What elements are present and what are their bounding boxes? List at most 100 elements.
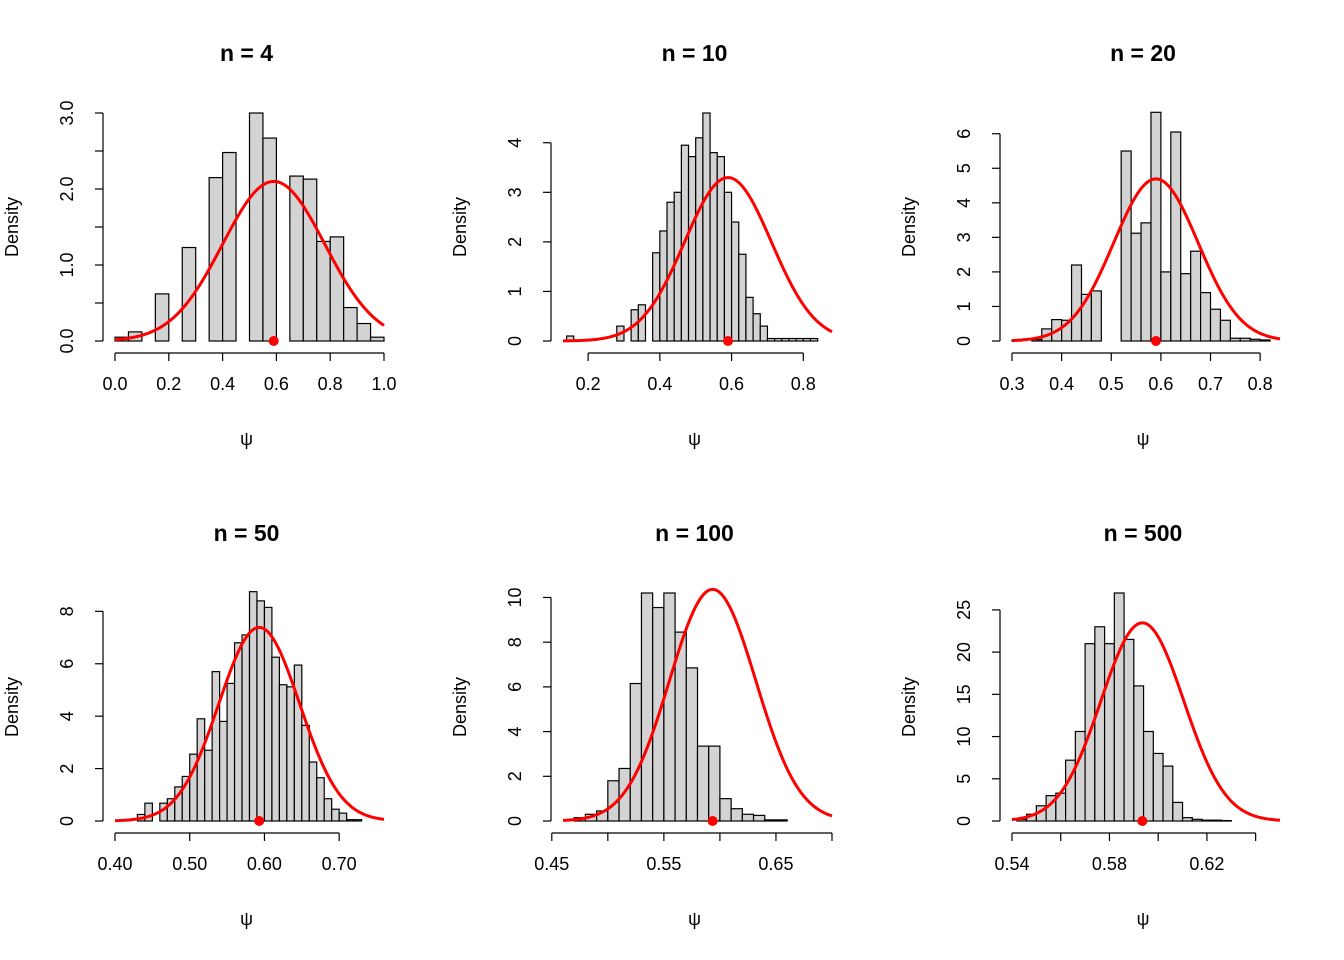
y-tick-label: 20 bbox=[954, 642, 974, 662]
x-tick-label: 0.54 bbox=[994, 854, 1029, 874]
histogram-bar bbox=[752, 313, 761, 342]
histogram-bar bbox=[752, 814, 766, 822]
y-tick-label: 6 bbox=[57, 659, 77, 669]
x-tick-label: 0.8 bbox=[791, 374, 816, 394]
y-axis-label: Density bbox=[899, 677, 919, 737]
y-tick-label: 0 bbox=[954, 816, 974, 826]
histogram-bar bbox=[745, 296, 754, 342]
y-tick-label: 5 bbox=[954, 163, 974, 173]
histogram-bar bbox=[262, 137, 278, 342]
normal-density-curve bbox=[1011, 177, 1281, 343]
histogram-bar bbox=[723, 191, 733, 342]
histogram-bar bbox=[809, 337, 819, 342]
histogram-bar bbox=[222, 151, 237, 342]
x-tick-label: 0.62 bbox=[1189, 854, 1224, 874]
x-tick-label: 0.4 bbox=[210, 374, 235, 394]
histogram-bar bbox=[741, 813, 755, 822]
y-tick-label: 2 bbox=[505, 771, 525, 781]
chart-title: n = 500 bbox=[1104, 520, 1183, 546]
x-tick-label: 0.7 bbox=[1198, 374, 1223, 394]
y-tick-label: 0.0 bbox=[57, 328, 77, 353]
histogram-bar bbox=[1140, 222, 1152, 342]
y-tick-label: 1 bbox=[505, 286, 525, 296]
histogram-bar bbox=[695, 137, 704, 342]
histogram-bar bbox=[248, 591, 258, 822]
histogram-bar bbox=[1162, 765, 1174, 822]
histogram-bar bbox=[1170, 131, 1182, 342]
histogram-bar bbox=[673, 191, 682, 342]
histogram-bar bbox=[1090, 290, 1102, 342]
x-tick-label: 0.6 bbox=[1148, 374, 1173, 394]
x-axis-label: ψ bbox=[688, 429, 701, 449]
histogram-panel-0: n = 4 0.0 0.2 0.4 0.6 0.8 1.0 0.0 1.0 2.0 3.0 ψ Dens… bbox=[2, 40, 397, 449]
histogram-bar bbox=[263, 606, 273, 822]
histogram-bar bbox=[629, 682, 643, 822]
histogram-bar bbox=[702, 112, 711, 342]
histogram-bar bbox=[1229, 337, 1241, 342]
y-tick-label: 0 bbox=[505, 336, 525, 346]
normal-density-curve bbox=[562, 587, 833, 822]
x-axis-label: ψ bbox=[240, 429, 253, 449]
histogram-bar bbox=[1094, 626, 1106, 822]
histogram-bar bbox=[1133, 685, 1145, 822]
histogram-panel-2: n = 20 0.3 0.4 0.5 0.6 0.7 0.8 0 1 2 3 4 5 6 ψ Density bbox=[899, 40, 1281, 449]
x-tick-label: 0.4 bbox=[647, 374, 672, 394]
histogram-bar bbox=[241, 634, 251, 822]
histogram-bar bbox=[788, 337, 797, 342]
x-tick-label: 0.65 bbox=[758, 854, 793, 874]
histogram-panel-3: n = 50 0.40 0.50 0.60 0.70 0 2 4 6 8 ψ Density bbox=[2, 520, 385, 929]
y-tick-label: 2 bbox=[505, 237, 525, 247]
histogram-bar bbox=[1160, 271, 1172, 342]
y-tick-label: 6 bbox=[954, 129, 974, 139]
y-axis-label: Density bbox=[450, 197, 470, 257]
histogram-bar bbox=[346, 819, 355, 822]
histogram-bar bbox=[1239, 337, 1251, 342]
chart-title: n = 50 bbox=[214, 520, 280, 546]
y-tick-label: 0 bbox=[505, 816, 525, 826]
histogram-bar bbox=[302, 178, 318, 342]
x-tick-label: 0.2 bbox=[156, 374, 181, 394]
histogram-bar bbox=[766, 337, 776, 342]
histogram-bar bbox=[1130, 232, 1142, 342]
true-value-point bbox=[268, 336, 279, 346]
histogram-bar bbox=[226, 682, 236, 822]
x-tick-label: 0.45 bbox=[534, 854, 569, 874]
true-value-point bbox=[707, 816, 718, 826]
histogram-bar bbox=[1142, 730, 1154, 822]
histogram-bar bbox=[719, 798, 732, 822]
x-tick-label: 0.0 bbox=[102, 374, 127, 394]
histogram-bar bbox=[687, 156, 697, 342]
histogram-bar bbox=[154, 293, 170, 342]
y-tick-label: 3 bbox=[505, 187, 525, 197]
histogram-bar bbox=[709, 152, 718, 342]
chart-title: n = 4 bbox=[220, 40, 273, 66]
histogram-bar bbox=[356, 322, 372, 342]
y-tick-label: 10 bbox=[505, 587, 525, 607]
x-axis-label: ψ bbox=[688, 909, 701, 929]
histogram-bar bbox=[181, 246, 197, 342]
normal-density-curve bbox=[114, 179, 385, 342]
x-tick-label: 0.50 bbox=[172, 854, 207, 874]
histogram-bar bbox=[256, 600, 266, 822]
y-axis-label: Density bbox=[2, 197, 22, 257]
histogram-bar bbox=[316, 240, 331, 342]
histogram-bar bbox=[211, 671, 221, 822]
y-tick-label: 8 bbox=[505, 637, 525, 647]
x-tick-label: 0.60 bbox=[247, 854, 282, 874]
histogram-bar bbox=[1180, 273, 1192, 342]
histogram-bar bbox=[1113, 592, 1125, 822]
x-tick-label: 0.40 bbox=[97, 854, 132, 874]
y-tick-label: 8 bbox=[57, 606, 77, 616]
histogram-bar bbox=[738, 253, 747, 342]
y-tick-label: 4 bbox=[57, 711, 77, 721]
normal-density-curve bbox=[1011, 621, 1281, 822]
histogram-panel-5: n = 500 0.54 0.58 0.62 0 5 10 15 20 25 ψ Density bbox=[899, 520, 1281, 929]
histogram-bar bbox=[775, 819, 788, 822]
histogram-bar bbox=[329, 236, 345, 342]
x-axis-label: ψ bbox=[1137, 909, 1150, 929]
normal-density-curve bbox=[114, 625, 385, 823]
x-tick-label: 0.2 bbox=[576, 374, 601, 394]
histogram-bar bbox=[795, 337, 804, 342]
histogram-bar bbox=[278, 684, 288, 822]
x-tick-label: 0.8 bbox=[318, 374, 343, 394]
